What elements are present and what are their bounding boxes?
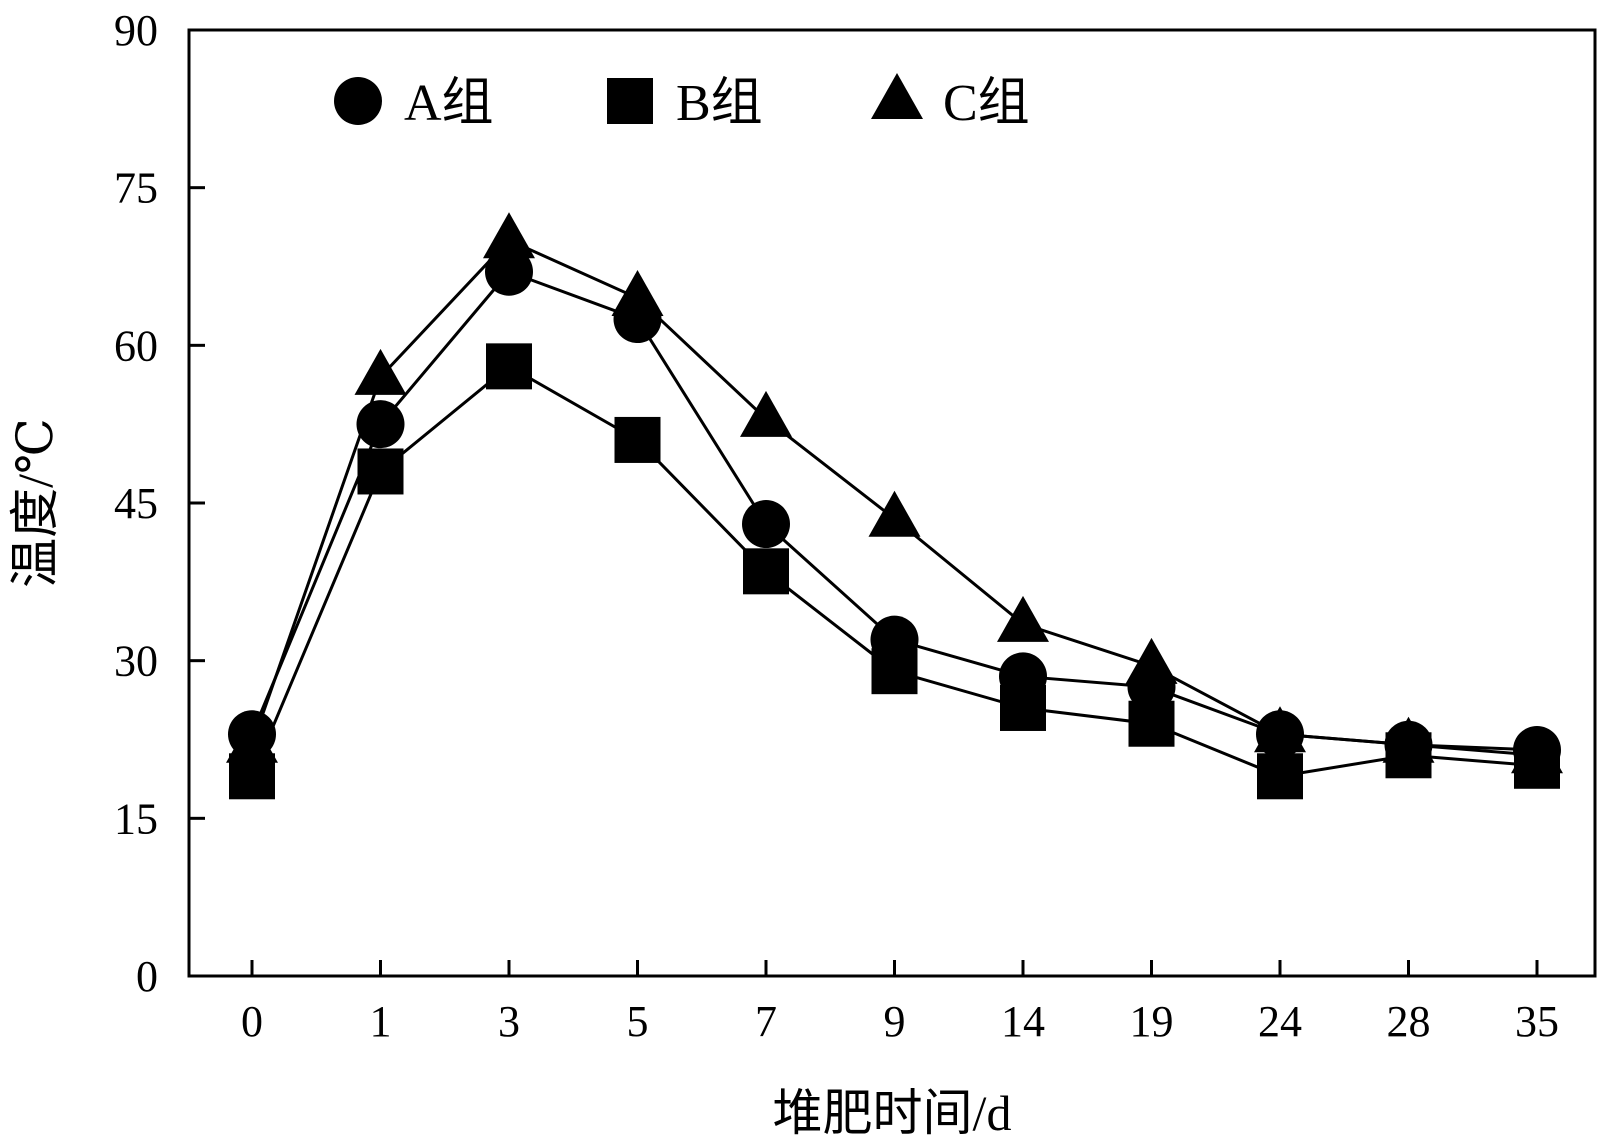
legend-marker-a <box>334 77 382 125</box>
x-tick-label: 9 <box>884 997 906 1046</box>
x-tick-label: 3 <box>498 997 520 1046</box>
y-axis-title: 温度/℃ <box>7 418 63 588</box>
series-b-point <box>1000 684 1046 731</box>
y-tick-label: 75 <box>114 164 158 213</box>
legend-marker-c <box>871 73 923 119</box>
x-axis: 0 1 3 5 7 9 14 19 24 28 35 <box>241 960 1559 1046</box>
x-tick-label: 14 <box>1001 997 1045 1046</box>
series-c-point <box>1382 716 1435 763</box>
legend-label-c: C组 <box>943 75 1030 132</box>
y-tick-label: 15 <box>114 794 158 843</box>
legend: A组 B组 C组 <box>334 73 1030 132</box>
x-tick-label: 19 <box>1130 997 1174 1046</box>
x-tick-label: 28 <box>1387 997 1431 1046</box>
y-tick-label: 45 <box>114 479 158 528</box>
x-axis-title: 堆肥时间/d <box>773 1085 1012 1141</box>
series-b-point <box>614 416 661 463</box>
series-b-point <box>743 548 789 595</box>
series-c-point <box>226 716 278 763</box>
series-c-point <box>740 390 792 437</box>
series-c-point <box>1511 727 1563 774</box>
series-c-point <box>868 490 921 537</box>
x-tick-label: 5 <box>627 997 649 1046</box>
series-a-point <box>356 400 405 449</box>
series-c-point <box>1125 637 1178 684</box>
series-c-point <box>354 348 407 395</box>
series-c-point <box>483 212 535 259</box>
y-tick-label: 30 <box>114 637 158 686</box>
legend-item-a: A组 <box>334 75 494 132</box>
series-a-point <box>742 500 790 549</box>
series-c-point <box>997 595 1049 642</box>
series-b-point <box>1128 700 1175 747</box>
series-a-point <box>485 247 533 296</box>
series-markers <box>226 212 1563 800</box>
series-b-point <box>486 343 532 390</box>
legend-item-c: C组 <box>871 73 1030 132</box>
legend-marker-b <box>607 78 653 124</box>
y-tick-label: 90 <box>114 6 158 55</box>
legend-item-b: B组 <box>607 75 763 132</box>
series-b-point <box>871 648 918 695</box>
legend-label-a: A组 <box>404 75 494 132</box>
x-tick-label: 7 <box>755 997 777 1046</box>
series-c-point <box>611 270 664 317</box>
series-b-point <box>357 448 404 495</box>
x-tick-label: 1 <box>370 997 392 1046</box>
x-tick-label: 24 <box>1258 997 1302 1046</box>
y-axis: 0 15 30 45 60 75 90 <box>114 6 205 1001</box>
legend-label-b: B组 <box>676 75 763 132</box>
x-tick-label: 35 <box>1515 997 1559 1046</box>
x-tick-label: 0 <box>241 997 263 1046</box>
y-tick-label: 60 <box>114 321 158 370</box>
series-c-point <box>1254 706 1306 753</box>
series-b-line <box>250 364 1538 778</box>
y-tick-label: 0 <box>136 952 158 1001</box>
series-b-point <box>1257 753 1303 800</box>
